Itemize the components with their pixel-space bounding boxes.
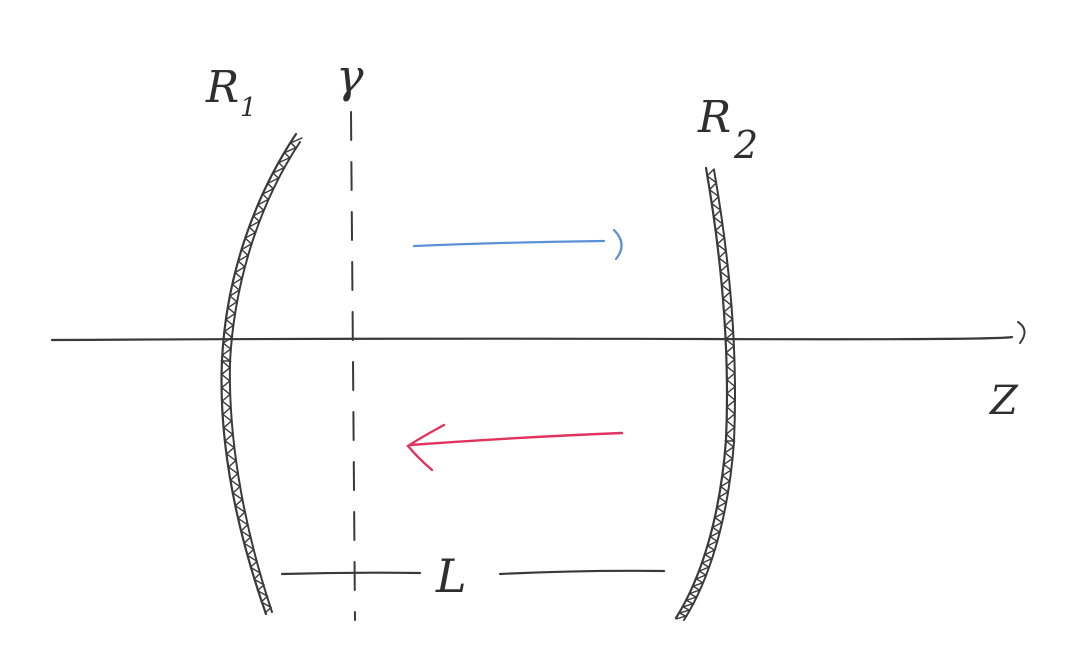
mirror-r1-label: R bbox=[205, 62, 239, 113]
backward-beam-arrow bbox=[406, 423, 624, 472]
reference-plane bbox=[350, 111, 356, 621]
mirror-r2 bbox=[674, 166, 737, 621]
separation-line bbox=[280, 569, 666, 576]
separation-label: L bbox=[435, 549, 467, 603]
mirror-r2-label: R bbox=[697, 92, 731, 143]
reference-plane-label: γ bbox=[336, 49, 364, 103]
mirror-r1 bbox=[220, 132, 303, 616]
forward-beam-arrow bbox=[412, 228, 623, 261]
mirror-r2-subscript: 2 bbox=[733, 123, 758, 167]
optical-axis-label: Z bbox=[988, 378, 1019, 424]
optical-axis bbox=[50, 321, 1026, 344]
mirror-r1-subscript: 1 bbox=[240, 93, 257, 123]
